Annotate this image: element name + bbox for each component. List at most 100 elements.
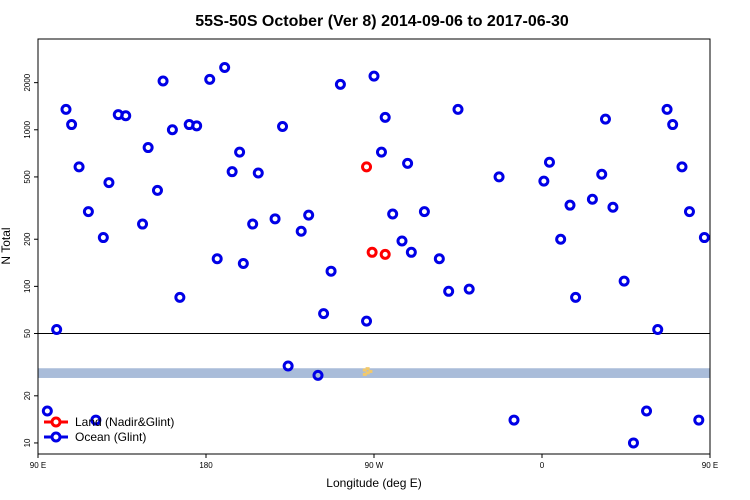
legend-ocean-label: Ocean (Glint) xyxy=(75,430,146,444)
ocean-point xyxy=(90,414,102,426)
ocean-point xyxy=(387,208,399,220)
ocean-point xyxy=(641,405,653,417)
ocean-point xyxy=(618,275,630,287)
y-tick-label: 50 xyxy=(23,329,32,338)
ocean-point xyxy=(570,291,582,303)
land-point xyxy=(361,161,373,173)
ocean-point xyxy=(564,199,576,211)
ocean-point xyxy=(627,437,639,449)
ocean-point xyxy=(676,161,688,173)
ocean-point xyxy=(73,161,85,173)
ocean-point xyxy=(166,124,178,136)
ocean-point xyxy=(652,324,664,336)
ocean-point xyxy=(379,111,391,123)
ocean-point xyxy=(151,184,163,196)
x-tick-label: 180 xyxy=(199,461,213,470)
x-tick-label: 0 xyxy=(540,461,545,470)
legend-land-marker xyxy=(50,416,62,428)
ocean-point xyxy=(41,405,53,417)
y-axis-ticks: 10 20 50 100 200 500 1000 2000 xyxy=(23,73,38,447)
land-glint-mark xyxy=(362,368,367,372)
ocean-point xyxy=(607,201,619,213)
ocean-point xyxy=(418,206,430,218)
ocean-point xyxy=(463,283,475,295)
x-axis-ticks: 90 E 180 90 W 0 90 E xyxy=(30,454,718,470)
ocean-point xyxy=(543,156,555,168)
ocean-point xyxy=(396,235,408,247)
y-tick-label: 200 xyxy=(23,232,32,246)
land-point xyxy=(366,246,378,258)
ocean-point xyxy=(433,253,445,265)
ocean-point xyxy=(157,75,169,87)
legend-land-label: Land (Nadir&Glint) xyxy=(75,415,174,429)
ocean-point xyxy=(599,113,611,125)
ocean-point xyxy=(312,369,324,381)
ocean-point xyxy=(97,232,109,244)
land-glint-mark xyxy=(362,372,367,376)
ocean-point xyxy=(247,218,259,230)
ocean-point xyxy=(698,232,710,244)
ocean-point xyxy=(368,70,380,82)
ocean-point xyxy=(295,225,307,237)
ocean-point xyxy=(667,119,679,131)
chart-title: 55S-50S October (Ver 8) 2014-09-06 to 20… xyxy=(195,13,569,30)
ocean-point xyxy=(204,73,216,85)
plot-area xyxy=(37,38,711,455)
x-tick-label: 90 E xyxy=(702,461,718,470)
gray-band xyxy=(38,368,710,378)
data-points xyxy=(41,61,710,449)
ocean-point xyxy=(325,265,337,277)
ocean-point xyxy=(174,291,186,303)
ocean-point xyxy=(234,146,246,158)
ocean-point xyxy=(303,209,315,221)
land-glint-mark xyxy=(365,371,370,375)
y-tick-label: 20 xyxy=(23,391,32,400)
ocean-point xyxy=(405,246,417,258)
y-tick-label: 10 xyxy=(23,438,32,447)
y-tick-label: 500 xyxy=(23,170,32,184)
ocean-point xyxy=(402,157,414,169)
ocean-point xyxy=(252,167,264,179)
ocean-point xyxy=(596,168,608,180)
ocean-point xyxy=(661,103,673,115)
ocean-point xyxy=(318,308,330,320)
ocean-point xyxy=(66,119,78,131)
ocean-point xyxy=(443,285,455,297)
y-tick-label: 2000 xyxy=(23,73,32,91)
ocean-point xyxy=(493,171,505,183)
ocean-point xyxy=(137,218,149,230)
land-glint-mark xyxy=(368,369,373,373)
legend: Land (Nadir&Glint) Ocean (Glint) xyxy=(44,415,174,444)
ocean-point xyxy=(538,175,550,187)
land-point xyxy=(379,248,391,260)
ocean-point xyxy=(211,253,223,265)
ocean-point xyxy=(191,120,203,132)
ocean-point xyxy=(683,206,695,218)
y-tick-label: 100 xyxy=(23,279,32,293)
ocean-point xyxy=(60,103,72,115)
plot-frame xyxy=(37,38,711,455)
ocean-point xyxy=(103,177,115,189)
ocean-point xyxy=(237,257,249,269)
legend-ocean-marker xyxy=(50,431,62,443)
ocean-point xyxy=(334,78,346,90)
x-tick-label: 90 E xyxy=(30,461,46,470)
land-glint-marks xyxy=(362,367,373,376)
ocean-point xyxy=(375,146,387,158)
y-axis-title: N Total xyxy=(0,227,13,264)
ocean-point xyxy=(226,166,238,178)
ocean-point xyxy=(82,206,94,218)
ocean-point xyxy=(361,315,373,327)
ocean-point xyxy=(120,110,132,122)
y-tick-label: 1000 xyxy=(23,120,32,138)
ocean-point xyxy=(508,414,520,426)
x-tick-label: 90 W xyxy=(365,461,384,470)
x-axis-title: Longitude (deg E) xyxy=(326,476,421,490)
ocean-point xyxy=(142,142,154,154)
ocean-point xyxy=(269,213,281,225)
land-glint-mark xyxy=(365,367,370,371)
ocean-point xyxy=(277,120,289,132)
ocean-point xyxy=(452,103,464,115)
ocean-point xyxy=(282,360,294,372)
